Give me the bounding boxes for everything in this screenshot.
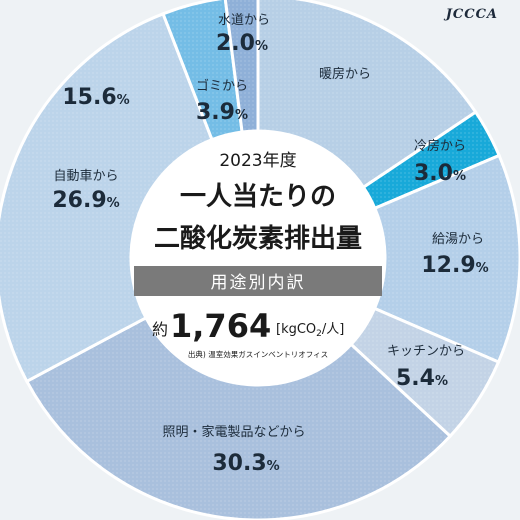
total-unit-sub: 2 [316, 329, 322, 339]
center-year: 2023年度 [219, 151, 296, 171]
slice-label-4: 照明・家電製品などから [162, 424, 305, 440]
center-title-line2: 二酸化炭素排出量 [154, 224, 362, 254]
slice-value-5: 26.9% [52, 188, 119, 213]
slice-texture-3 [351, 308, 499, 437]
slice-value-4: 30.3% [212, 451, 279, 476]
source-note: 出典) 温室効果ガスインベントリオフィス [188, 349, 328, 359]
slice-value-3: 5.4% [396, 366, 448, 391]
total-unit-tail: /人] [322, 322, 344, 337]
slice-texture-4 [26, 317, 451, 520]
slice-value-0: 15.6% [62, 85, 129, 110]
slice-texture-5 [0, 13, 212, 382]
slice-label-5: 自動車から [53, 169, 118, 184]
total-unit-main: [kgCO [276, 322, 316, 337]
center-title-line1: 一人当たりの [180, 182, 336, 212]
slice-value-1: 3.0% [414, 161, 466, 186]
slice-texture-2 [374, 155, 520, 363]
slice-value-6: 3.9% [196, 100, 248, 125]
slice-label-0: 暖房から [319, 66, 371, 82]
center-disc [131, 131, 385, 385]
slice-label-7: 水道から [218, 13, 270, 28]
slice-value-7: 2.0% [216, 31, 268, 56]
slice-texture-0 [258, 0, 476, 188]
center-subtitle: 用途別内訳 [211, 273, 306, 293]
subtitle-band [134, 266, 382, 296]
total-prefix: 約 [152, 320, 168, 339]
slice-texture-7 [225, 0, 258, 133]
total-value: 1,764 [170, 307, 271, 345]
slice-value-2: 12.9% [421, 253, 488, 278]
slice-texture-1 [363, 112, 500, 209]
jccca-logo: JCCCA [443, 7, 498, 22]
slice-label-1: 冷房から [414, 138, 466, 154]
labels-group: 暖房から 15.6% 冷房から 3.0% 給湯から 12.9% キッチンから 5.4% 照明・家… [52, 13, 488, 476]
slice-label-3: キッチンから [387, 344, 465, 359]
slice-label-6: ゴミから [196, 78, 248, 94]
slice-label-2: 給湯から [432, 232, 484, 247]
slice-texture-6 [163, 0, 243, 140]
total-unit: [kgCO2/人] [276, 322, 344, 339]
